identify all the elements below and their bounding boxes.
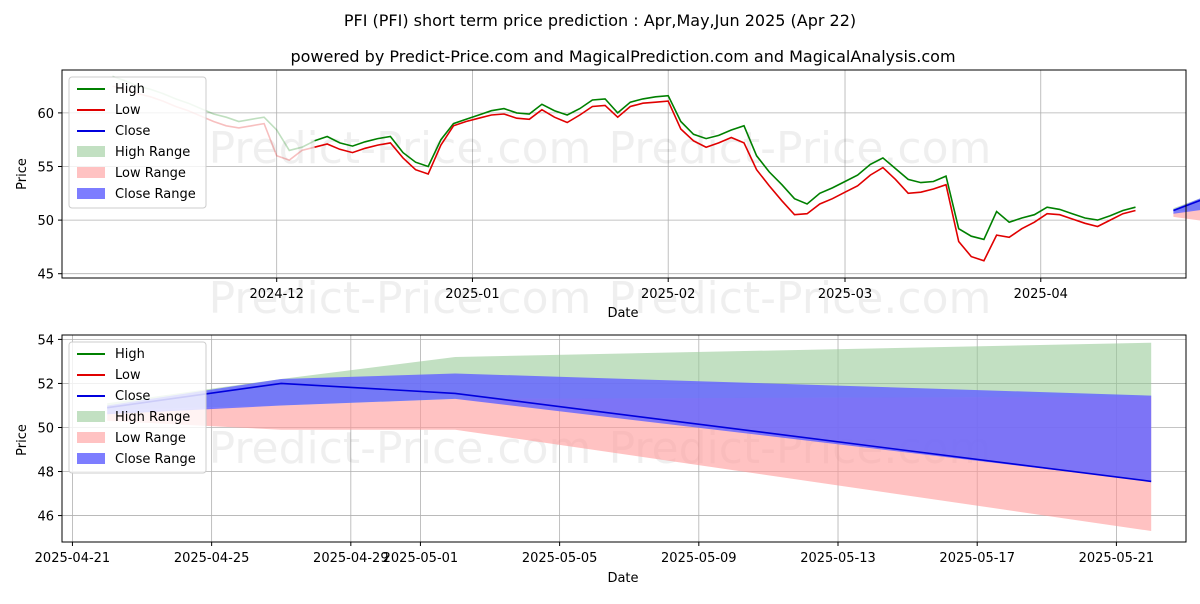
top-xtick-label-2: 2025-02: [641, 287, 695, 302]
bottom-xtick-label-7: 2025-05-17: [939, 551, 1015, 566]
bottom-legend: High Low Close High Range Low Range Close Ran…: [69, 342, 206, 473]
top-legend-label-3: High Range: [115, 145, 190, 160]
top-x-axis-label: Date: [607, 306, 638, 321]
top-ytick-label-3: 60: [37, 107, 54, 122]
bottom-legend-label-0: High: [115, 347, 145, 362]
bottom-xtick-label-8: 2025-05-21: [1079, 551, 1155, 566]
top-ytick-label-2: 55: [37, 160, 54, 175]
bottom-legend-swatch-4: [77, 432, 105, 443]
bottom-xtick-label-0: 2025-04-21: [35, 551, 111, 566]
bottom-legend-label-1: Low: [115, 368, 141, 383]
bottom-legend-swatch-3: [77, 411, 105, 422]
top-ytick-label-1: 50: [37, 214, 54, 229]
top-legend-swatch-5: [77, 188, 105, 199]
bottom-y-axis-label: Price: [15, 424, 30, 456]
bottom-ytick-label-0: 46: [37, 510, 54, 525]
top-legend: High Low Close High Range Low Range Close Ran…: [69, 77, 206, 208]
top-xtick-label-0: 2024-12: [250, 287, 304, 302]
top-ytick-label-0: 45: [37, 268, 54, 283]
bottom-ytick-label-1: 48: [37, 466, 54, 481]
top-xtick-label-3: 2025-03: [818, 287, 872, 302]
bottom-xtick-label-1: 2025-04-25: [174, 551, 250, 566]
bottom-legend-label-5: Close Range: [115, 452, 196, 467]
bottom-xtick-label-5: 2025-05-09: [661, 551, 737, 566]
bottom-legend-label-4: Low Range: [115, 431, 186, 446]
bottom-legend-label-2: Close: [115, 389, 150, 404]
bottom-x-axis-label: Date: [607, 571, 638, 586]
bottom-legend-label-3: High Range: [115, 410, 190, 425]
bottom-ytick-label-2: 50: [37, 421, 54, 436]
bottom-legend-swatch-5: [77, 453, 105, 464]
top-legend-swatch-3: [77, 146, 105, 157]
bottom-xtick-label-4: 2025-05-05: [522, 551, 598, 566]
top-y-axis-label: Price: [15, 158, 30, 190]
top-xtick-label-1: 2025-01: [445, 287, 499, 302]
top-legend-label-2: Close: [115, 124, 150, 139]
bottom-ytick-label-3: 52: [37, 377, 54, 392]
chart-title: PFI (PFI) short term price prediction : …: [344, 11, 856, 30]
chart-subtitle: powered by Predict-Price.com and Magical…: [290, 47, 955, 66]
top-legend-label-4: Low Range: [115, 166, 186, 181]
top-legend-label-1: Low: [115, 103, 141, 118]
top-legend-label-5: Close Range: [115, 187, 196, 202]
watermark-top-2: Predict-Price.com: [609, 123, 992, 174]
bottom-xtick-label-6: 2025-05-13: [800, 551, 876, 566]
top-legend-label-0: High: [115, 82, 145, 97]
bottom-xtick-label-3: 2025-05-01: [383, 551, 459, 566]
top-legend-swatch-4: [77, 167, 105, 178]
bottom-xtick-label-2: 2025-04-29: [313, 551, 389, 566]
bottom-ytick-label-4: 54: [37, 333, 54, 348]
top-xtick-label-4: 2025-04: [1014, 287, 1068, 302]
